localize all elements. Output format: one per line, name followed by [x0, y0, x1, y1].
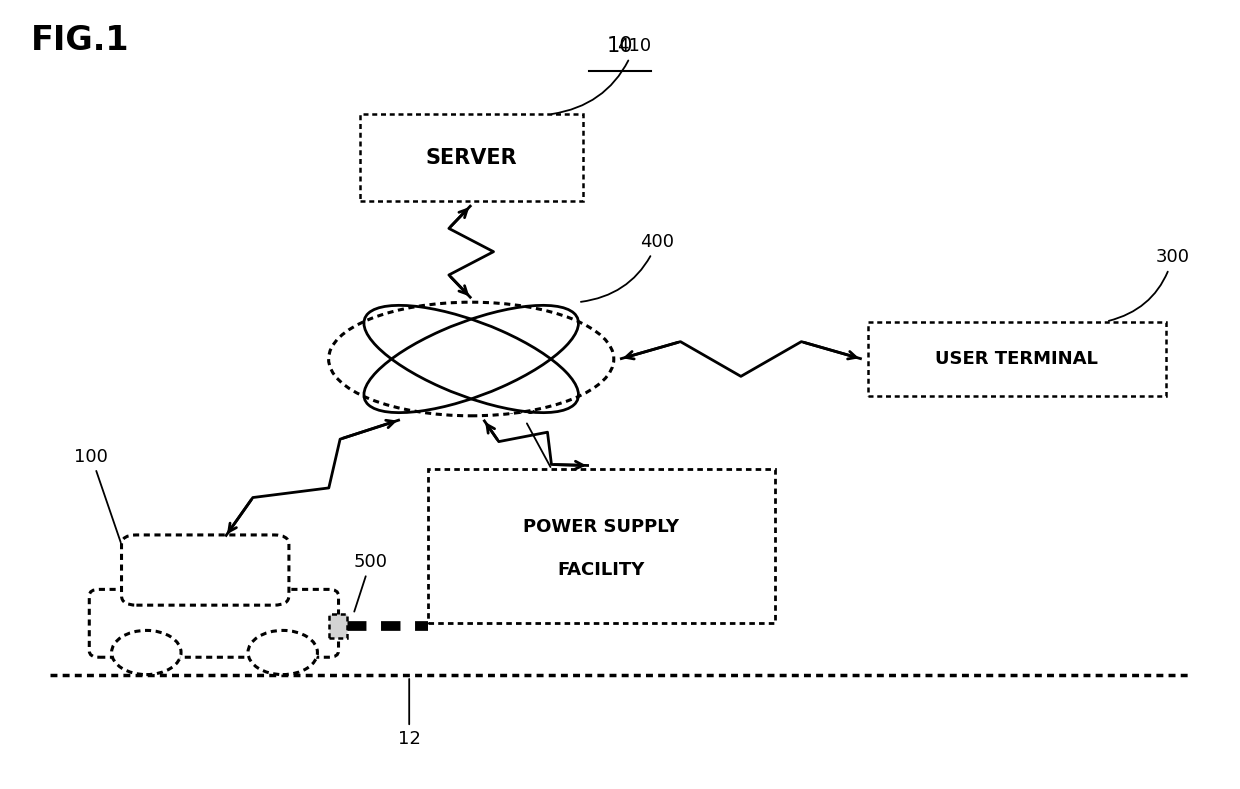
- Text: FACILITY: FACILITY: [558, 561, 645, 579]
- FancyBboxPatch shape: [122, 535, 289, 605]
- Text: 410: 410: [552, 37, 652, 114]
- Text: SERVER: SERVER: [425, 148, 517, 168]
- Text: USER TERMINAL: USER TERMINAL: [935, 350, 1099, 368]
- Bar: [428, 469, 775, 623]
- Bar: [868, 322, 1166, 396]
- Text: 100: 100: [74, 447, 129, 567]
- Text: 200: 200: [502, 400, 551, 467]
- Text: 10: 10: [606, 36, 634, 55]
- Circle shape: [248, 630, 317, 675]
- FancyBboxPatch shape: [89, 589, 339, 657]
- Text: FIG.1: FIG.1: [31, 24, 129, 57]
- Circle shape: [112, 630, 181, 675]
- Text: 500: 500: [353, 553, 387, 611]
- Text: 12: 12: [398, 679, 420, 748]
- Bar: [360, 114, 583, 201]
- Text: 400: 400: [580, 233, 675, 302]
- Text: POWER SUPPLY: POWER SUPPLY: [523, 518, 680, 536]
- Ellipse shape: [329, 302, 614, 416]
- Bar: [329, 614, 347, 638]
- Text: 300: 300: [1109, 249, 1189, 321]
